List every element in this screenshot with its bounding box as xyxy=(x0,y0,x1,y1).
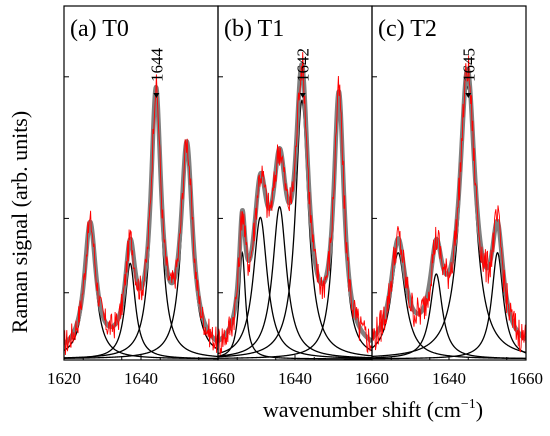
x-tick-label-1640: 1640 xyxy=(278,369,312,388)
fit-sum-curve xyxy=(64,84,218,346)
peak-marker xyxy=(299,93,306,98)
x-axis-title-main: wavenumber shift (cm xyxy=(263,397,461,422)
panel-3: 1640 1660 (c) T2 1645 xyxy=(371,5,543,388)
experimental-curve xyxy=(372,55,526,357)
peak-label: 1642 xyxy=(294,48,313,82)
panel-frame xyxy=(63,5,219,361)
component-peak-2 xyxy=(218,216,372,359)
fit-sum-curve xyxy=(372,66,526,342)
x-tick-label-1640: 1640 xyxy=(432,369,466,388)
x-axis-title-superscript: −1 xyxy=(461,397,476,412)
fit-sum-curve xyxy=(218,62,372,344)
x-axis-title-close: ) xyxy=(476,397,483,422)
component-peak-3 xyxy=(372,85,526,358)
peak-label: 1644 xyxy=(147,48,166,83)
plot-area xyxy=(218,52,372,360)
peak-marker xyxy=(465,93,472,98)
component-peak-3 xyxy=(64,105,218,359)
panel-2: 1640 1660 (b) T1 1642 xyxy=(217,5,389,388)
x-tick-label-1640: 1640 xyxy=(124,369,158,388)
panel-1: 1620 1640 1660 (a) T0 1644 xyxy=(47,5,235,388)
experimental-curve xyxy=(64,74,218,355)
x-axis-title: wavenumber shift (cm−1) xyxy=(263,397,483,422)
panel-label: (a) T0 xyxy=(70,16,129,42)
plot-area xyxy=(372,55,526,360)
peak-label: 1645 xyxy=(459,48,478,82)
x-tick-label-1620: 1620 xyxy=(47,369,81,388)
x-tick-label-1660: 1660 xyxy=(201,369,235,388)
panel-label: (c) T2 xyxy=(378,16,437,42)
component-peak-3 xyxy=(218,205,372,359)
experimental-curve xyxy=(218,52,372,356)
plot-area xyxy=(64,74,218,360)
component-peak-4 xyxy=(218,99,372,358)
y-axis-title: Raman signal (arb. units) xyxy=(7,111,32,333)
panels: 1620 1640 1660 (a) T0 1644 1640 1660 (b) T1 1642… xyxy=(47,5,543,388)
panel-label: (b) T1 xyxy=(224,16,284,42)
x-tick-label-1660: 1660 xyxy=(355,369,389,388)
component-peak-2 xyxy=(372,273,526,360)
x-tick-label-1660: 1660 xyxy=(509,369,543,388)
peak-marker xyxy=(153,93,160,98)
